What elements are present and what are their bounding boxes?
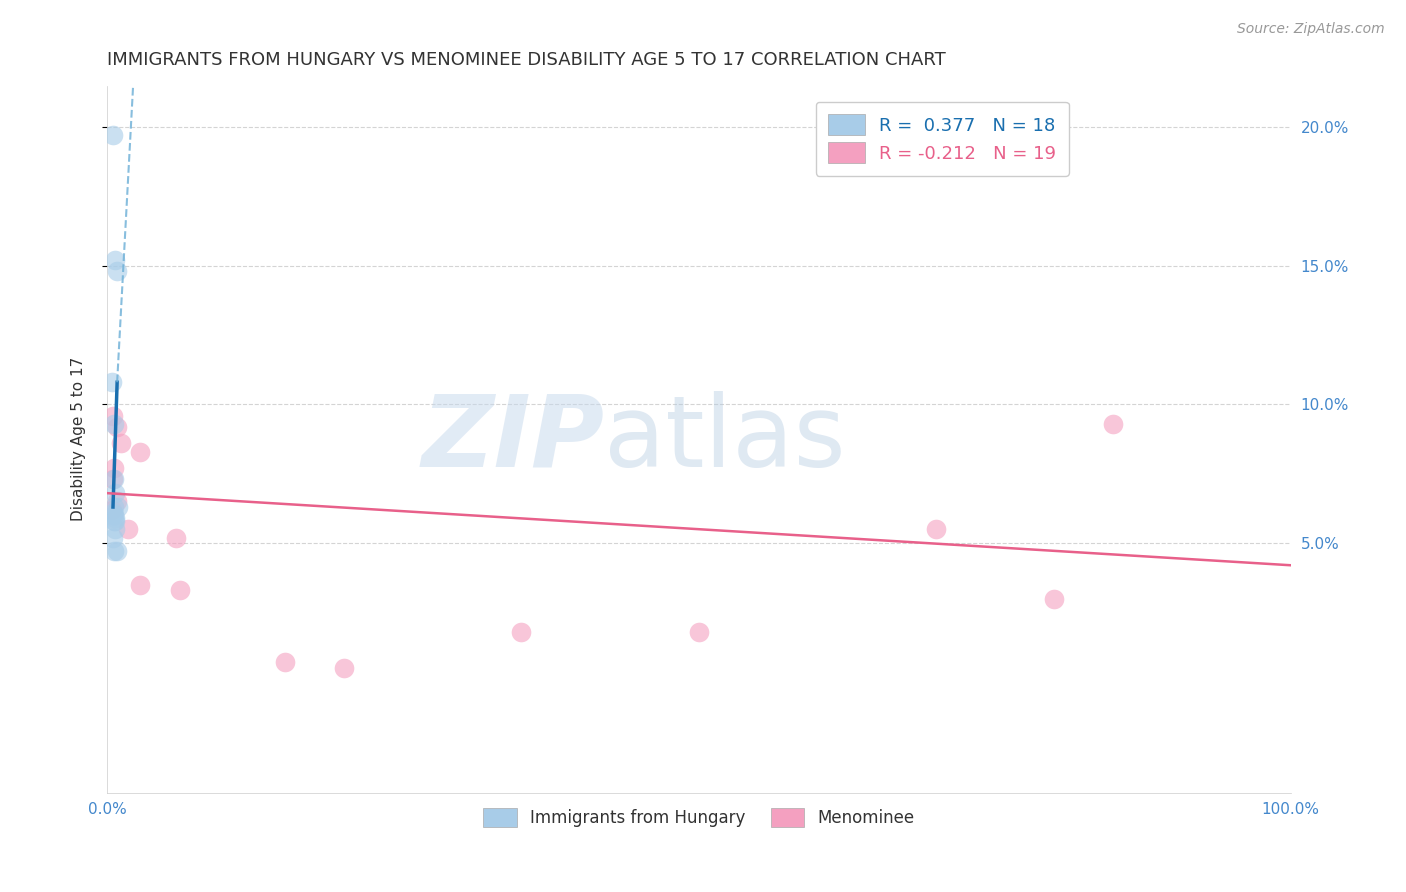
Point: [165, 531, 187, 545]
Point: [103, 417, 125, 431]
Point: [104, 253, 127, 268]
Point: [103, 500, 125, 514]
Point: [1043, 591, 1066, 606]
Point: [101, 472, 124, 486]
Point: [103, 544, 125, 558]
Point: [101, 506, 124, 520]
Point: [924, 522, 946, 536]
Point: [129, 444, 152, 458]
Text: atlas: atlas: [605, 391, 846, 488]
Point: [688, 624, 710, 639]
Point: [333, 661, 356, 675]
Point: [105, 494, 128, 508]
Point: [104, 522, 127, 536]
Point: [101, 503, 124, 517]
Legend: Immigrants from Hungary, Menominee: Immigrants from Hungary, Menominee: [477, 801, 921, 834]
Point: [273, 656, 295, 670]
Point: [101, 376, 124, 390]
Point: [117, 522, 139, 536]
Point: [129, 577, 152, 591]
Point: [103, 508, 125, 523]
Point: [101, 531, 124, 545]
Point: [105, 264, 128, 278]
Text: Source: ZipAtlas.com: Source: ZipAtlas.com: [1237, 22, 1385, 37]
Point: [104, 514, 127, 528]
Point: [169, 583, 191, 598]
Point: [101, 409, 124, 423]
Point: [103, 461, 125, 475]
Point: [510, 624, 533, 639]
Point: [101, 128, 124, 143]
Y-axis label: Disability Age 5 to 17: Disability Age 5 to 17: [72, 357, 86, 521]
Point: [110, 436, 132, 450]
Point: [107, 500, 129, 514]
Point: [104, 511, 127, 525]
Point: [103, 472, 125, 486]
Point: [105, 544, 128, 558]
Point: [1102, 417, 1125, 431]
Point: [105, 419, 128, 434]
Point: [104, 486, 127, 500]
Text: IMMIGRANTS FROM HUNGARY VS MENOMINEE DISABILITY AGE 5 TO 17 CORRELATION CHART: IMMIGRANTS FROM HUNGARY VS MENOMINEE DIS…: [107, 51, 946, 69]
Point: [103, 514, 125, 528]
Text: ZIP: ZIP: [422, 391, 605, 488]
